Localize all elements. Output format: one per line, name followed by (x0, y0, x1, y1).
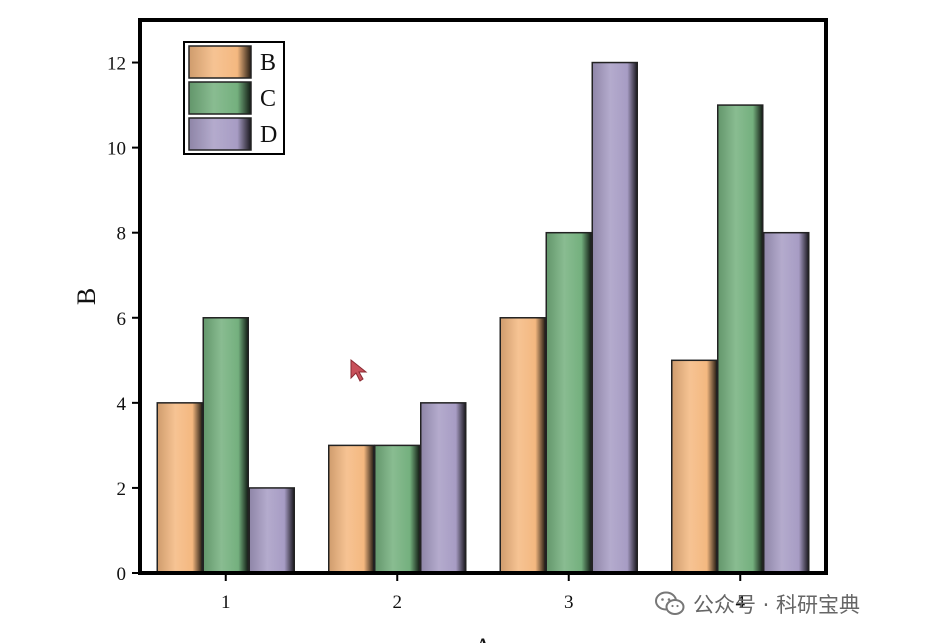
bar-d-3 (591, 61, 638, 574)
bar-d-1 (248, 487, 295, 574)
bar-c-3 (545, 231, 592, 574)
x-tick-label: 3 (564, 592, 574, 613)
legend-swatch-b (188, 45, 252, 79)
bar-b-3 (499, 317, 546, 574)
wechat-icon (655, 591, 685, 615)
bar-b-1 (156, 402, 203, 574)
y-tick-label: 0 (117, 564, 127, 585)
plot-frame (138, 18, 828, 575)
legend-label-c: C (260, 86, 276, 112)
legend-label-b: B (260, 50, 276, 76)
x-axis-title: A (474, 633, 493, 643)
bar-c-1 (202, 317, 249, 574)
mouse-cursor-icon (350, 358, 368, 382)
x-axis: 1 2 3 4 (221, 573, 746, 613)
bar-d-2 (420, 402, 467, 574)
x-tick-label: 2 (393, 592, 403, 613)
y-tick-label: 12 (107, 54, 126, 75)
y-axis-title: B (72, 288, 101, 305)
x-tick-label: 4 (736, 592, 746, 613)
bar-c-4 (717, 104, 764, 574)
bar-d-4 (763, 231, 810, 574)
bar-b-4 (671, 359, 718, 574)
y-tick-label: 6 (117, 309, 127, 330)
y-tick-label: 2 (117, 479, 127, 500)
watermark-text: 公众号 · 科研宝典 (693, 593, 861, 617)
y-tick-label: 10 (107, 139, 126, 160)
bar-c-2 (374, 444, 421, 574)
legend-swatch-c (188, 81, 252, 115)
y-axis: 0 2 4 6 8 10 12 (107, 54, 140, 585)
bar-b-2 (328, 444, 375, 574)
legend-swatch-d (188, 117, 252, 151)
y-tick-label: 8 (117, 224, 127, 245)
bars-layer (156, 61, 810, 574)
x-tick-label: 1 (221, 592, 231, 613)
legend-label-d: D (260, 122, 277, 148)
y-tick-label: 4 (117, 394, 127, 415)
watermark: 公众号 · 科研宝典 (655, 588, 860, 620)
legend: BCD (183, 41, 285, 155)
